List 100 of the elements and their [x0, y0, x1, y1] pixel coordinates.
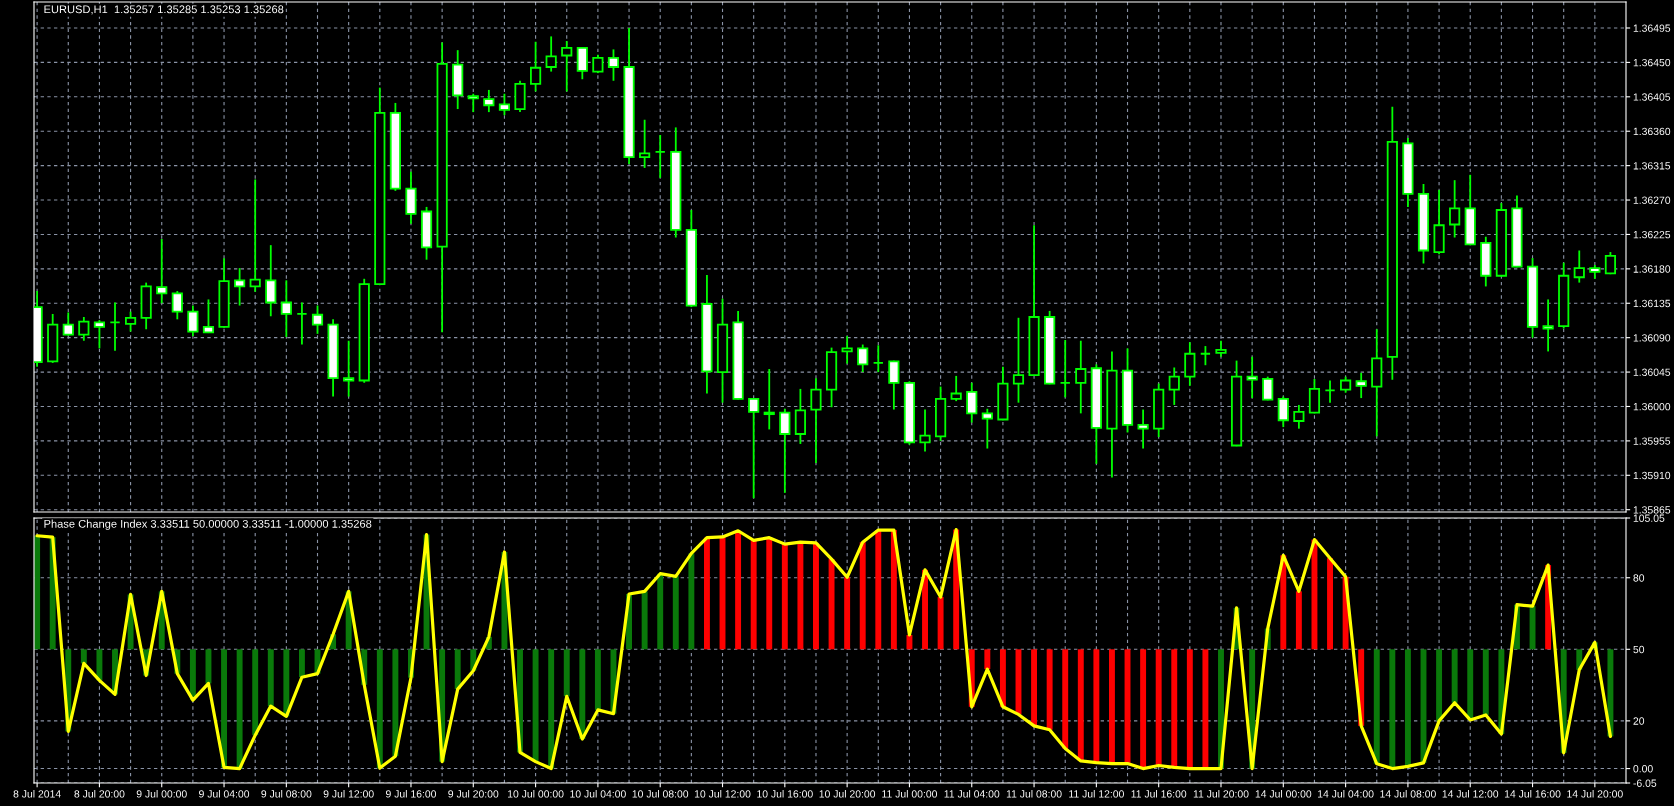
candlestick — [1277, 395, 1289, 429]
x-tick-label: 11 Jul 20:00 — [1193, 789, 1249, 798]
bar — [1389, 649, 1396, 769]
bar — [1467, 649, 1474, 720]
bar — [859, 542, 866, 650]
x-tick-label: 10 Jul 12:00 — [694, 789, 751, 798]
y-tick-label: 1.35955 — [1633, 437, 1671, 445]
x-tick-label: 10 Jul 04:00 — [570, 789, 626, 798]
candlestick — [919, 408, 931, 453]
bar — [735, 530, 742, 650]
bar — [1451, 649, 1458, 703]
y-tick-label: 105.05 — [1633, 514, 1665, 522]
candlestick — [1324, 379, 1336, 404]
candlestick — [62, 311, 74, 337]
x-tick-label: 10 Jul 16:00 — [757, 789, 813, 798]
candlestick — [265, 244, 277, 318]
bar — [376, 649, 383, 769]
candlestick — [966, 381, 978, 424]
bar — [236, 649, 243, 769]
candlestick — [748, 397, 760, 500]
y-tick-label: 20 — [1633, 717, 1645, 725]
x-tick-label: 9 Jul 00:00 — [136, 789, 187, 798]
bar — [252, 649, 259, 736]
bar — [813, 542, 819, 650]
y-tick-label: 1.36090 — [1633, 334, 1671, 342]
candlestick — [857, 343, 869, 373]
x-tick-label: 11 Jul 16:00 — [1131, 789, 1187, 798]
candlestick — [296, 301, 308, 346]
candlestick — [545, 35, 557, 73]
x-tick-label: 14 Jul 16:00 — [1504, 789, 1561, 798]
bar — [1046, 649, 1053, 730]
x-tick-label: 14 Jul 08:00 — [1380, 789, 1436, 798]
x-tick-label: 8 Jul 20:00 — [74, 789, 125, 798]
x-tick-label: 11 Jul 00:00 — [882, 789, 938, 798]
bar — [563, 649, 570, 697]
candlestick — [343, 339, 355, 398]
candlestick — [607, 48, 620, 82]
x-tick-label: 14 Jul 20:00 — [1567, 789, 1623, 798]
y-tick-label: 1.35910 — [1633, 471, 1671, 480]
bar — [579, 649, 586, 739]
bar — [688, 553, 695, 650]
candlestick — [530, 40, 542, 93]
bar — [1062, 649, 1069, 749]
candlestick — [467, 92, 479, 114]
candlestick — [234, 267, 246, 307]
y-tick-label: 1.36045 — [1633, 368, 1671, 376]
candlestick — [498, 92, 511, 117]
candlestick — [810, 377, 822, 464]
bar — [267, 649, 274, 707]
x-tick-label: 11 Jul 12:00 — [1069, 789, 1124, 798]
bar — [984, 649, 991, 670]
candlestick — [654, 134, 666, 179]
candlestick — [1449, 179, 1461, 239]
bar — [1327, 558, 1333, 650]
y-tick-label: 1.36405 — [1633, 93, 1671, 101]
x-tick-label: 9 Jul 12:00 — [323, 789, 374, 798]
y-tick-label: 1.36000 — [1633, 402, 1671, 411]
bar — [906, 635, 913, 650]
x-tick-label: 9 Jul 04:00 — [199, 789, 250, 798]
candlestick — [981, 407, 993, 450]
candlestick — [483, 89, 495, 114]
bar — [1311, 539, 1318, 650]
x-tick-label: 9 Jul 08:00 — [261, 789, 312, 798]
candlestick — [1199, 345, 1211, 367]
bar — [1140, 649, 1147, 769]
bar — [1482, 649, 1489, 715]
y-tick-label: 1.35865 — [1633, 506, 1671, 514]
candlestick — [1075, 339, 1087, 415]
y-tick-label: 50 — [1633, 645, 1645, 654]
bar — [1373, 649, 1380, 764]
candlestick — [1542, 298, 1554, 353]
candlestick — [950, 374, 962, 403]
bar — [999, 649, 1006, 707]
bar — [532, 649, 539, 762]
bar — [1093, 649, 1100, 763]
candlestick — [93, 319, 106, 350]
candlestick — [1573, 249, 1585, 284]
candlestick — [1293, 404, 1305, 430]
candlestick — [888, 359, 900, 411]
bar — [454, 649, 461, 690]
candlestick — [156, 238, 168, 305]
x-tick-label: 8 Jul 2014 — [13, 789, 61, 798]
bar — [641, 591, 648, 650]
x-tick-label: 10 Jul 08:00 — [632, 789, 689, 798]
y-tick-label: 1.36495 — [1633, 24, 1671, 32]
y-tick-label: 1.36225 — [1633, 230, 1671, 239]
bar — [548, 649, 555, 769]
y-tick-label: 1.36135 — [1633, 299, 1671, 308]
y-tick-label: 80 — [1633, 574, 1645, 582]
bar — [1155, 649, 1162, 766]
bar — [96, 649, 103, 681]
candlestick — [794, 387, 806, 445]
candlestick — [280, 279, 292, 338]
bar — [781, 544, 788, 650]
candlestick — [639, 118, 651, 169]
candlestick — [592, 53, 604, 75]
candlestick — [78, 316, 90, 342]
bar — [844, 577, 851, 650]
candlestick — [1184, 341, 1196, 387]
y-tick-label: 1.36180 — [1633, 265, 1671, 273]
